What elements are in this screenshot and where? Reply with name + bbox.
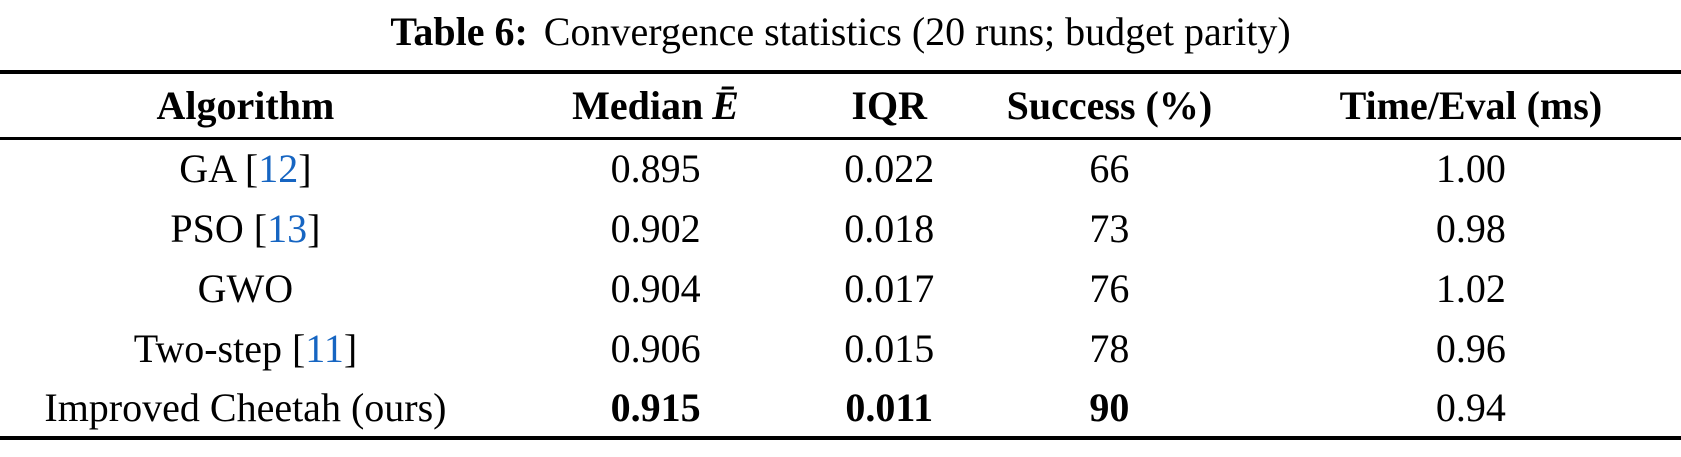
success-cell: 76 [1089,265,1130,311]
iqr-cell: 0.017 [844,265,935,311]
iqr-cell: 0.015 [844,325,935,371]
col-header-time-eval-label: Time/Eval (ms) [1339,82,1603,128]
time-eval-cell: 0.94 [1435,384,1506,430]
success-cell: 66 [1089,146,1130,192]
iqr-cell: 0.011 [845,384,934,430]
citation-link[interactable]: 12 [258,146,299,192]
table-caption: Table 6: Convergence statistics (20 runs;… [0,0,1681,70]
algorithm-cell: GWO [197,265,294,311]
col-header-median: Median Ē [490,72,821,140]
algorithm-cell: Two-step [11] [133,325,358,371]
median-math-symbol: Ē [712,82,739,128]
citation-link[interactable]: 13 [267,205,308,251]
col-header-iqr: IQR [820,72,959,140]
median-cell: 0.904 [610,265,701,311]
col-header-median-label: Median [572,82,704,128]
table-caption-text: Convergence statistics (20 runs; budget … [543,9,1291,54]
success-cell: 90 [1089,384,1130,430]
table-row: PSO [13] 0.902 0.018 73 0.98 [0,198,1681,258]
time-eval-cell: 0.98 [1435,205,1506,251]
convergence-table: Algorithm Median Ē IQR Success (%) Time/E… [0,70,1681,440]
table-row: Two-step [11] 0.906 0.015 78 0.96 [0,318,1681,378]
iqr-cell: 0.018 [844,205,935,251]
iqr-cell: 0.022 [844,146,935,192]
algorithm-cell: Improved Cheetah (ours) [44,384,447,430]
col-header-success: Success (%) [958,72,1261,140]
table-row: GA [12] 0.895 0.022 66 1.00 [0,138,1681,198]
median-cell: 0.906 [610,325,701,371]
col-header-success-label: Success (%) [1006,82,1213,128]
table-row: Improved Cheetah (ours) 0.915 0.011 90 0.94 [0,378,1681,438]
col-header-algorithm: Algorithm [0,72,491,140]
time-eval-cell: 1.00 [1435,146,1506,192]
col-header-algorithm-label: Algorithm [156,82,335,128]
median-cell: 0.895 [610,146,701,192]
algorithm-cell: GA [12] [179,146,312,192]
citation-link[interactable]: 11 [305,325,344,371]
col-header-iqr-label: IQR [851,82,928,128]
algorithm-cell: PSO [13] [170,205,321,251]
median-cell: 0.915 [610,384,701,430]
median-cell: 0.902 [610,205,701,251]
table-caption-label: Table 6: [390,9,528,54]
table-row: GWO 0.904 0.017 76 1.02 [0,258,1681,318]
time-eval-cell: 1.02 [1435,265,1506,311]
header-row: Algorithm Median Ē IQR Success (%) Time/E… [0,72,1681,140]
success-cell: 78 [1089,325,1130,371]
time-eval-cell: 0.96 [1435,325,1506,371]
success-cell: 73 [1089,205,1130,251]
col-header-time-eval: Time/Eval (ms) [1260,72,1681,140]
